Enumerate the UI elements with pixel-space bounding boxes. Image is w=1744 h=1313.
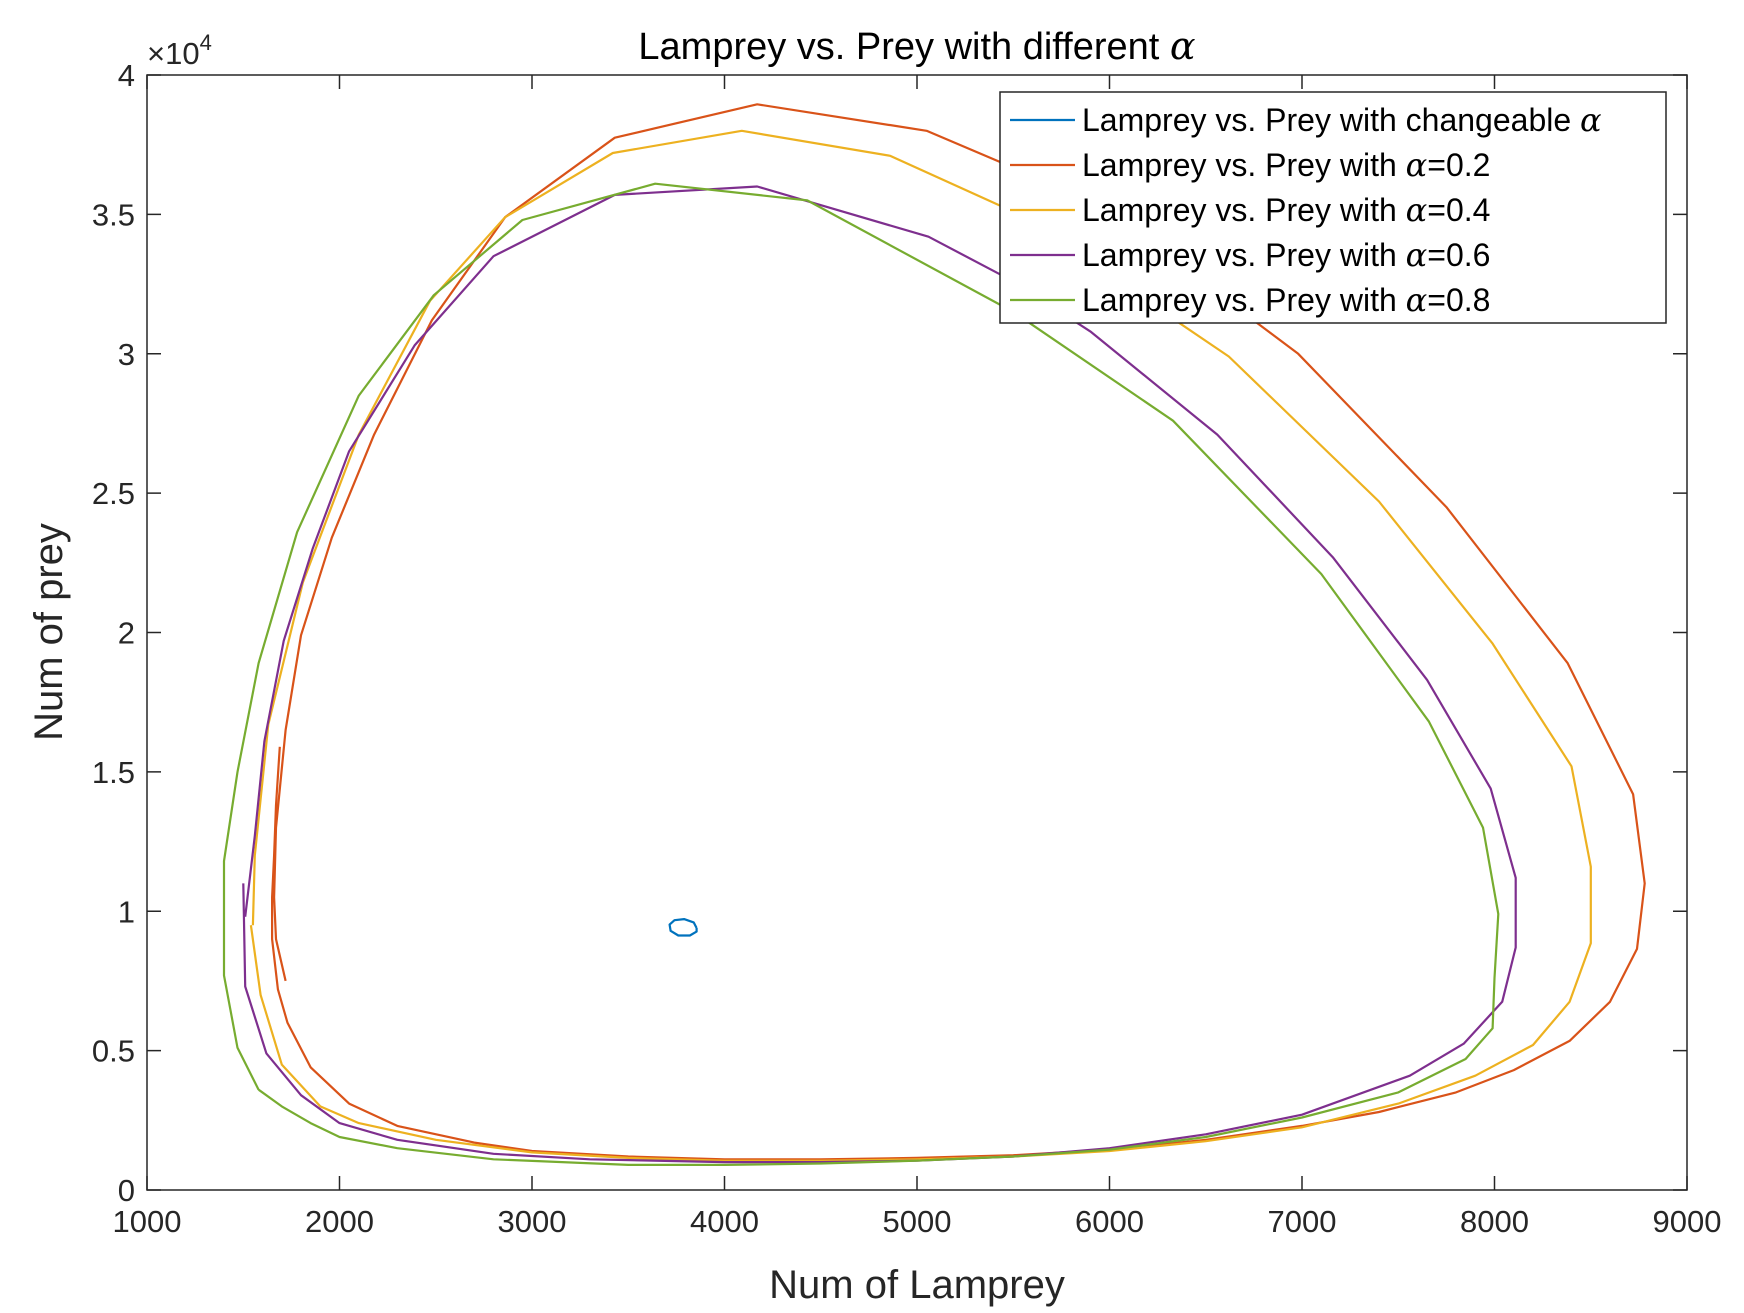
series-line-3 bbox=[242, 185, 1517, 1164]
x-tick-label: 8000 bbox=[1460, 1204, 1529, 1239]
y-tick-label: 3.5 bbox=[92, 197, 135, 232]
x-tick-label: 2000 bbox=[305, 1204, 374, 1239]
y-tick-label: 3 bbox=[118, 337, 135, 372]
legend-label-4: Lamprey vs. Prey with α=0.8 bbox=[1082, 281, 1490, 319]
axis-ticks: 1000 2000 3000 4000 5000 6000 7000 8000 9000 0 0.5… bbox=[92, 58, 1722, 1239]
legend-box bbox=[999, 91, 1667, 324]
legend: Lamprey vs. Prey with changeable α Lampre… bbox=[999, 91, 1667, 324]
x-tick-label: 6000 bbox=[1075, 1204, 1144, 1239]
series-line-1 bbox=[271, 103, 1646, 1161]
y-tick-label: 1.5 bbox=[92, 755, 135, 790]
y-tick-label: 2 bbox=[118, 616, 135, 651]
y-tick-label: 0 bbox=[118, 1173, 135, 1208]
x-tick-label: 1000 bbox=[113, 1204, 182, 1239]
y-tick-label: 1 bbox=[118, 894, 135, 929]
series-line-2 bbox=[249, 129, 1592, 1162]
series-layer bbox=[222, 103, 1646, 1167]
series-line-0 bbox=[668, 917, 698, 937]
x-axis-label: Num of Lamprey bbox=[769, 1263, 1065, 1307]
legend-items: Lamprey vs. Prey with changeable α Lampre… bbox=[1010, 101, 1602, 319]
x-tick-label: 5000 bbox=[883, 1204, 952, 1239]
series-line-4 bbox=[222, 182, 1500, 1167]
y-exponent-label: ×104 bbox=[147, 30, 212, 71]
legend-label-3: Lamprey vs. Prey with α=0.6 bbox=[1082, 236, 1490, 274]
x-tick-label: 7000 bbox=[1268, 1204, 1337, 1239]
y-tick-label: 4 bbox=[118, 58, 135, 93]
legend-label-2: Lamprey vs. Prey with α=0.4 bbox=[1082, 191, 1490, 229]
legend-label-1: Lamprey vs. Prey with α=0.2 bbox=[1082, 146, 1490, 184]
x-tick-label: 9000 bbox=[1653, 1204, 1722, 1239]
y-tick-label: 2.5 bbox=[92, 476, 135, 511]
x-tick-label: 4000 bbox=[690, 1204, 759, 1239]
legend-label-0: Lamprey vs. Prey with changeable α bbox=[1082, 101, 1602, 139]
y-tick-label: 0.5 bbox=[92, 1034, 135, 1069]
x-tick-label: 3000 bbox=[498, 1204, 567, 1239]
y-axis-label: Num of prey bbox=[27, 523, 71, 741]
chart-title: Lamprey vs. Prey with different α bbox=[638, 24, 1195, 68]
